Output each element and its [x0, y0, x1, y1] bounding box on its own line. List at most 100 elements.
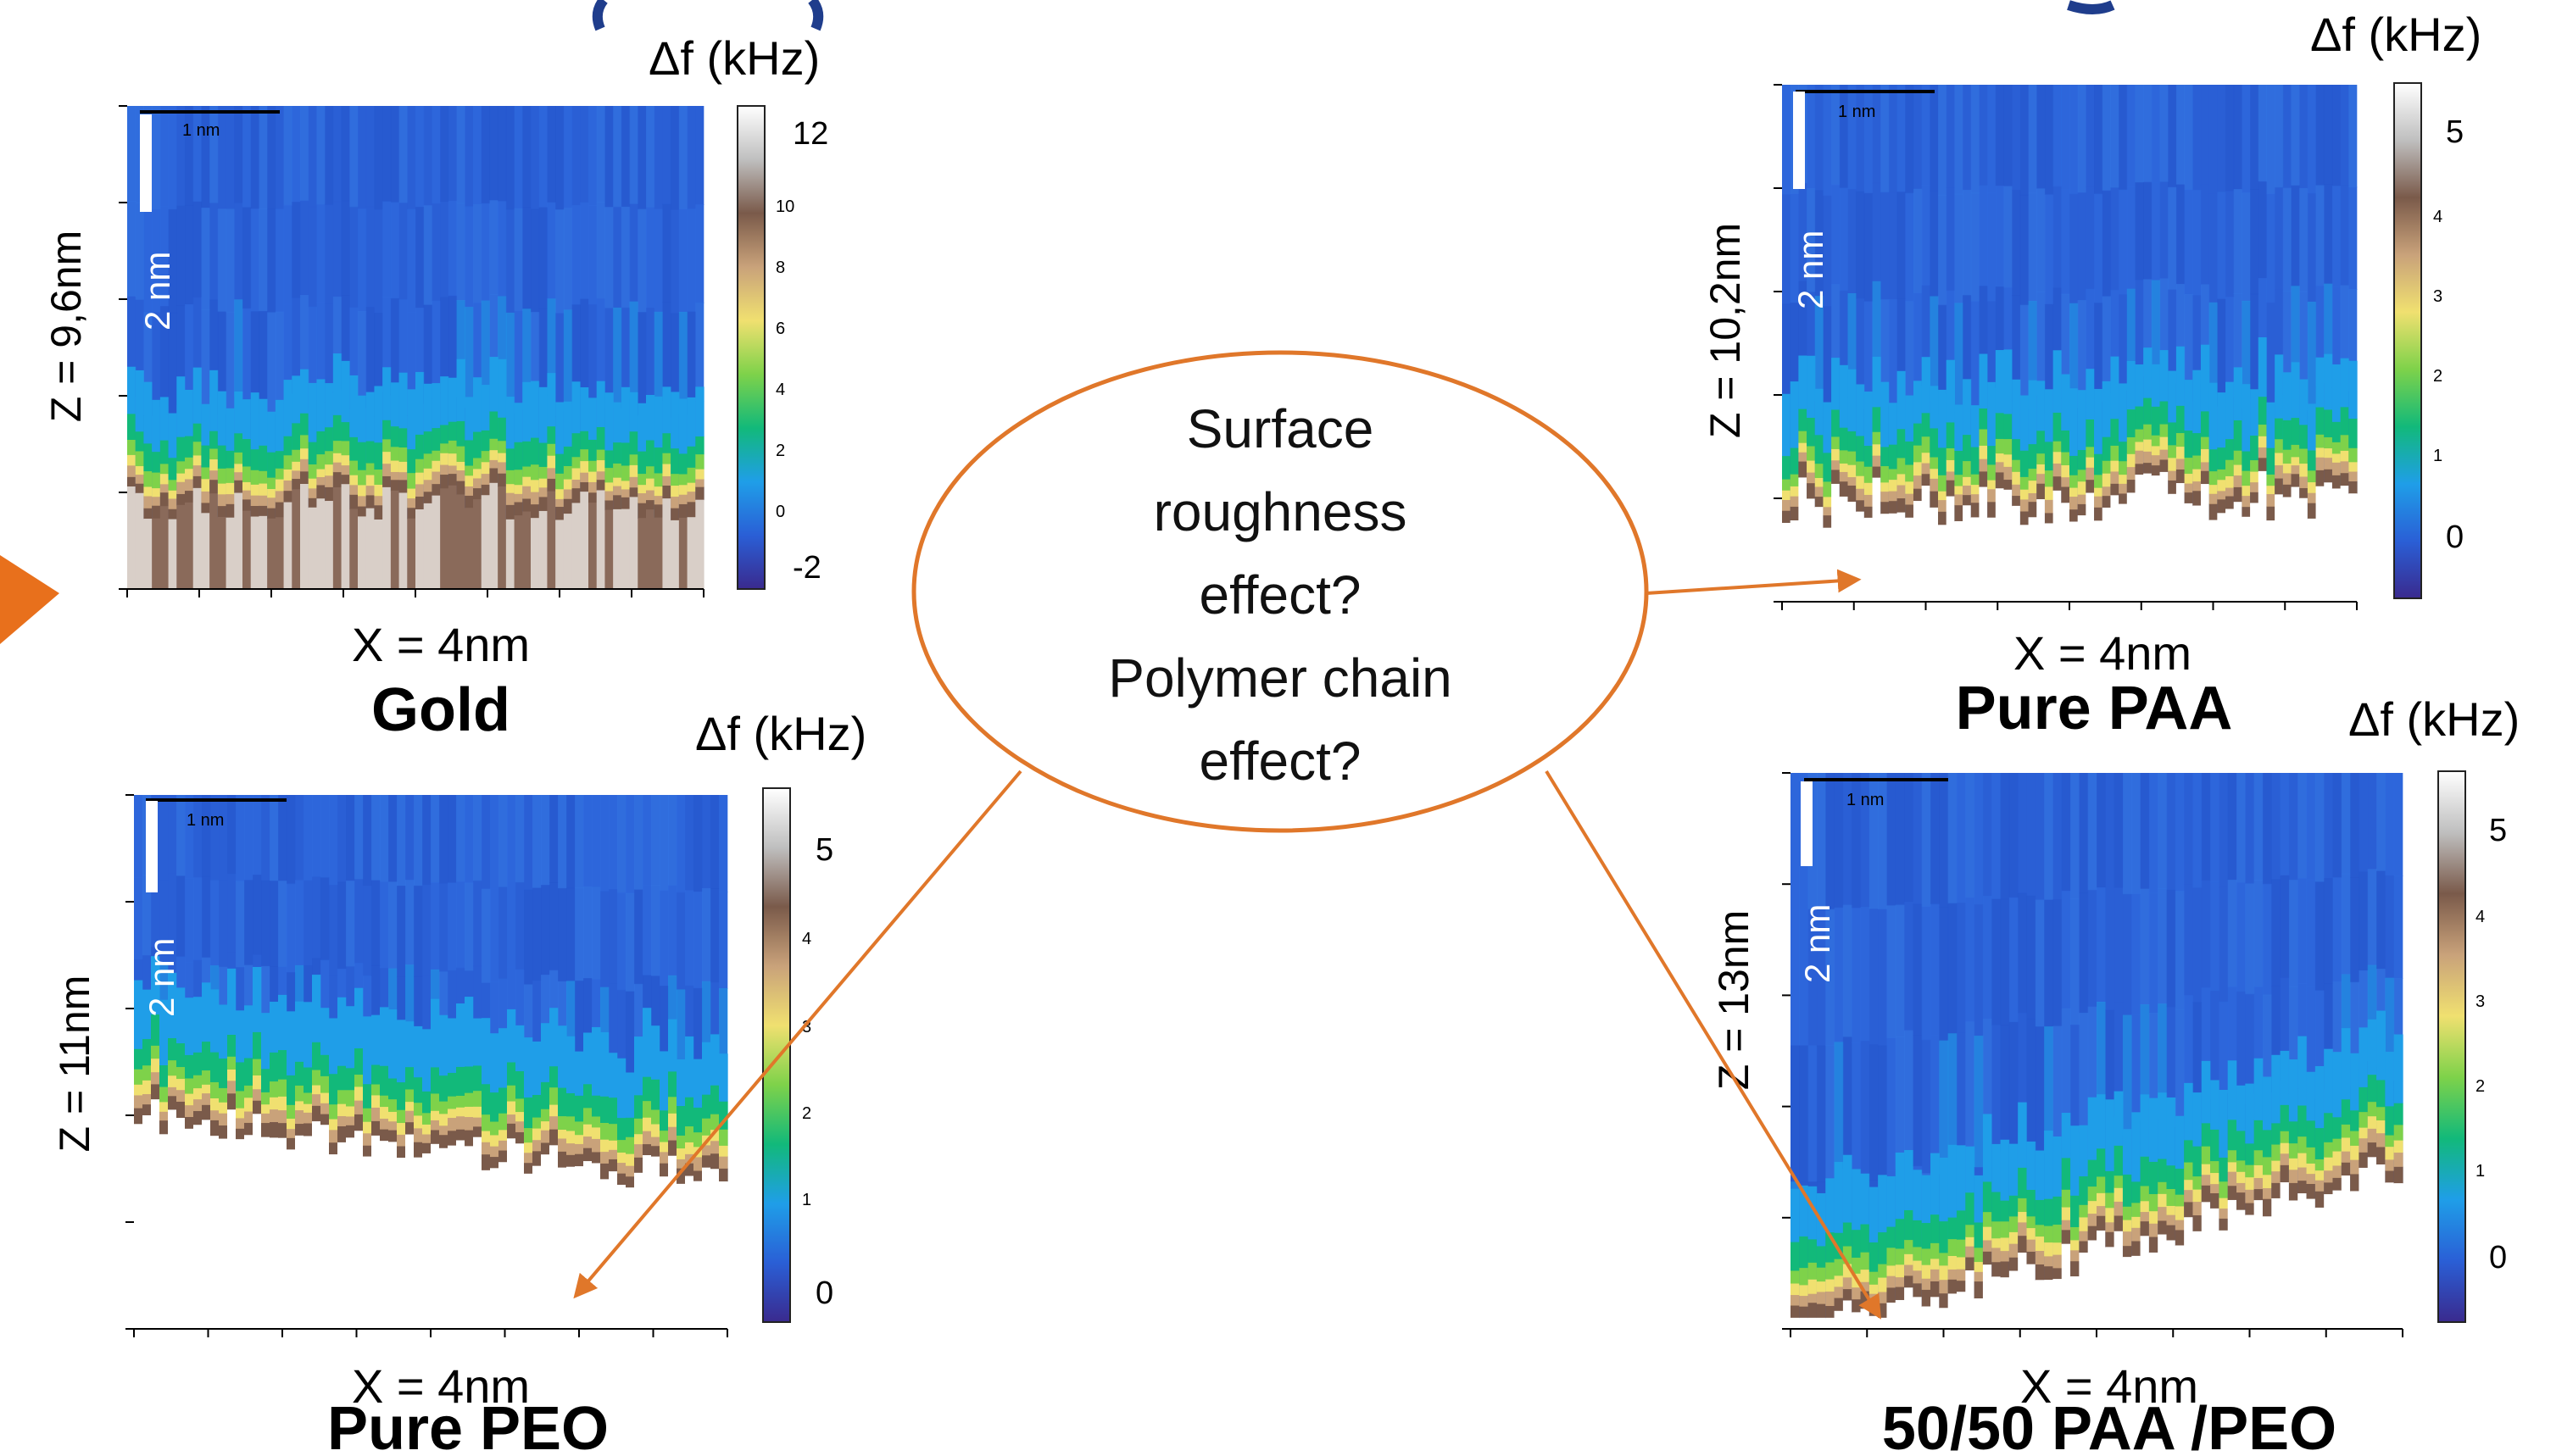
- heatmap-substrate: [575, 1166, 584, 1329]
- heatmap-texture: [371, 964, 381, 1052]
- heatmap-texture: [2126, 85, 2136, 187]
- heatmap-band: [261, 1068, 270, 1092]
- heatmap-band: [185, 389, 194, 436]
- heatmap-substrate: [592, 1163, 601, 1329]
- heatmap-texture: [1823, 306, 1832, 418]
- heatmap-texture: [2052, 287, 2062, 390]
- heatmap-band: [1816, 1303, 1826, 1319]
- heatmap-band: [244, 1057, 253, 1086]
- heatmap-band: [440, 474, 449, 489]
- heatmap-substrate: [2044, 1280, 2054, 1329]
- heatmap-texture: [431, 881, 440, 970]
- heatmap-texture: [2200, 85, 2210, 186]
- heatmap-band: [2028, 480, 2037, 493]
- heatmap-substrate: [363, 1156, 372, 1329]
- heatmap-band: [660, 1130, 669, 1142]
- heatmap-band: [2217, 469, 2226, 481]
- heatmap-texture: [2119, 189, 2128, 295]
- heatmap-band: [380, 1065, 389, 1096]
- heatmap-band: [1921, 1264, 1931, 1279]
- heatmap-substrate: [358, 516, 367, 589]
- heatmap-texture: [695, 204, 705, 303]
- heatmap-band: [651, 1123, 660, 1137]
- heatmap-band: [1963, 460, 1972, 477]
- heatmap-texture: [2018, 892, 2028, 1014]
- heatmap-band: [304, 1092, 313, 1104]
- heatmap-texture: [332, 106, 343, 203]
- heatmap-band: [524, 1037, 533, 1098]
- heatmap-texture: [465, 795, 474, 884]
- heatmap-texture: [2166, 889, 2176, 1008]
- heatmap-band: [407, 448, 416, 474]
- heatmap-texture: [448, 200, 458, 297]
- heatmap-texture: [439, 795, 448, 884]
- heatmap-band: [2148, 1161, 2158, 1194]
- heatmap-band: [490, 1092, 499, 1122]
- colorbar-label: Δf (kHz): [2348, 692, 2520, 746]
- heatmap-band: [2271, 1182, 2281, 1199]
- callout: Surface roughness effect? Polymer chain …: [573, 350, 1881, 1320]
- heatmap-substrate: [1904, 1287, 1913, 1329]
- heatmap-band: [538, 478, 549, 488]
- heatmap-band: [629, 476, 638, 488]
- heatmap-band: [390, 479, 400, 492]
- heatmap-band: [654, 472, 664, 487]
- heatmap-texture: [440, 297, 449, 394]
- heatmap-band: [465, 1106, 474, 1118]
- heatmap-texture: [465, 307, 474, 408]
- heatmap-band: [1880, 491, 1890, 503]
- heatmap-texture: [217, 208, 227, 313]
- heatmap-band: [1863, 506, 1874, 519]
- heatmap-band: [2094, 496, 2103, 508]
- heatmap-band: [522, 441, 532, 467]
- heatmap-band: [514, 469, 523, 486]
- heatmap-substrate: [2175, 483, 2186, 602]
- heatmap-band: [341, 360, 350, 423]
- heatmap-band: [1947, 1238, 1958, 1257]
- heatmap-band: [2299, 463, 2308, 477]
- heatmap-band: [473, 468, 482, 479]
- heatmap-band: [1847, 485, 1857, 503]
- heatmap-band: [2119, 483, 2128, 494]
- heatmap-texture: [2097, 1001, 2106, 1117]
- heatmap-band: [1954, 504, 1963, 522]
- heatmap-band: [456, 1129, 465, 1142]
- heatmap-band: [1839, 463, 1849, 472]
- heatmap-texture: [202, 875, 211, 959]
- heatmap-band: [2341, 1098, 2351, 1125]
- heatmap-texture: [693, 891, 703, 989]
- heatmap-substrate: [1872, 477, 1881, 602]
- heatmap-substrate: [604, 509, 614, 589]
- heatmap-band: [329, 1129, 338, 1143]
- heatmap-texture: [1816, 1045, 1826, 1182]
- heatmap-texture: [242, 207, 252, 309]
- heatmap-band: [135, 474, 145, 484]
- heatmap-band: [304, 1112, 313, 1124]
- heatmap-band: [159, 999, 169, 1066]
- heatmap-substrate: [219, 1138, 228, 1329]
- heatmap-band: [2035, 1264, 2045, 1281]
- heatmap-band: [1954, 485, 1963, 495]
- heatmap-band: [219, 1004, 228, 1059]
- heatmap-band: [2275, 354, 2284, 419]
- heatmap-band: [2359, 1027, 2369, 1087]
- heatmap-texture: [159, 106, 170, 207]
- heatmap-band: [522, 381, 532, 442]
- heatmap-band: [489, 410, 498, 439]
- heatmap-band: [1939, 1279, 1949, 1294]
- heatmap-texture: [1974, 904, 1984, 1036]
- heatmap-band: [1782, 393, 1791, 457]
- heatmap-band: [2143, 397, 2153, 425]
- heatmap-band: [2271, 1143, 2281, 1161]
- heatmap-texture: [710, 795, 720, 889]
- heatmap-band: [365, 440, 376, 464]
- heatmap-texture: [1896, 192, 1906, 299]
- heatmap-substrate: [654, 517, 664, 589]
- heatmap-band: [1938, 389, 1947, 448]
- heatmap-texture: [2184, 884, 2194, 996]
- heatmap-band: [374, 386, 383, 443]
- heatmap-band: [1970, 484, 1980, 495]
- heatmap-band: [134, 1084, 143, 1096]
- colorbar-tick-minor: 2: [2476, 1077, 2485, 1096]
- heatmap-band: [2102, 486, 2112, 497]
